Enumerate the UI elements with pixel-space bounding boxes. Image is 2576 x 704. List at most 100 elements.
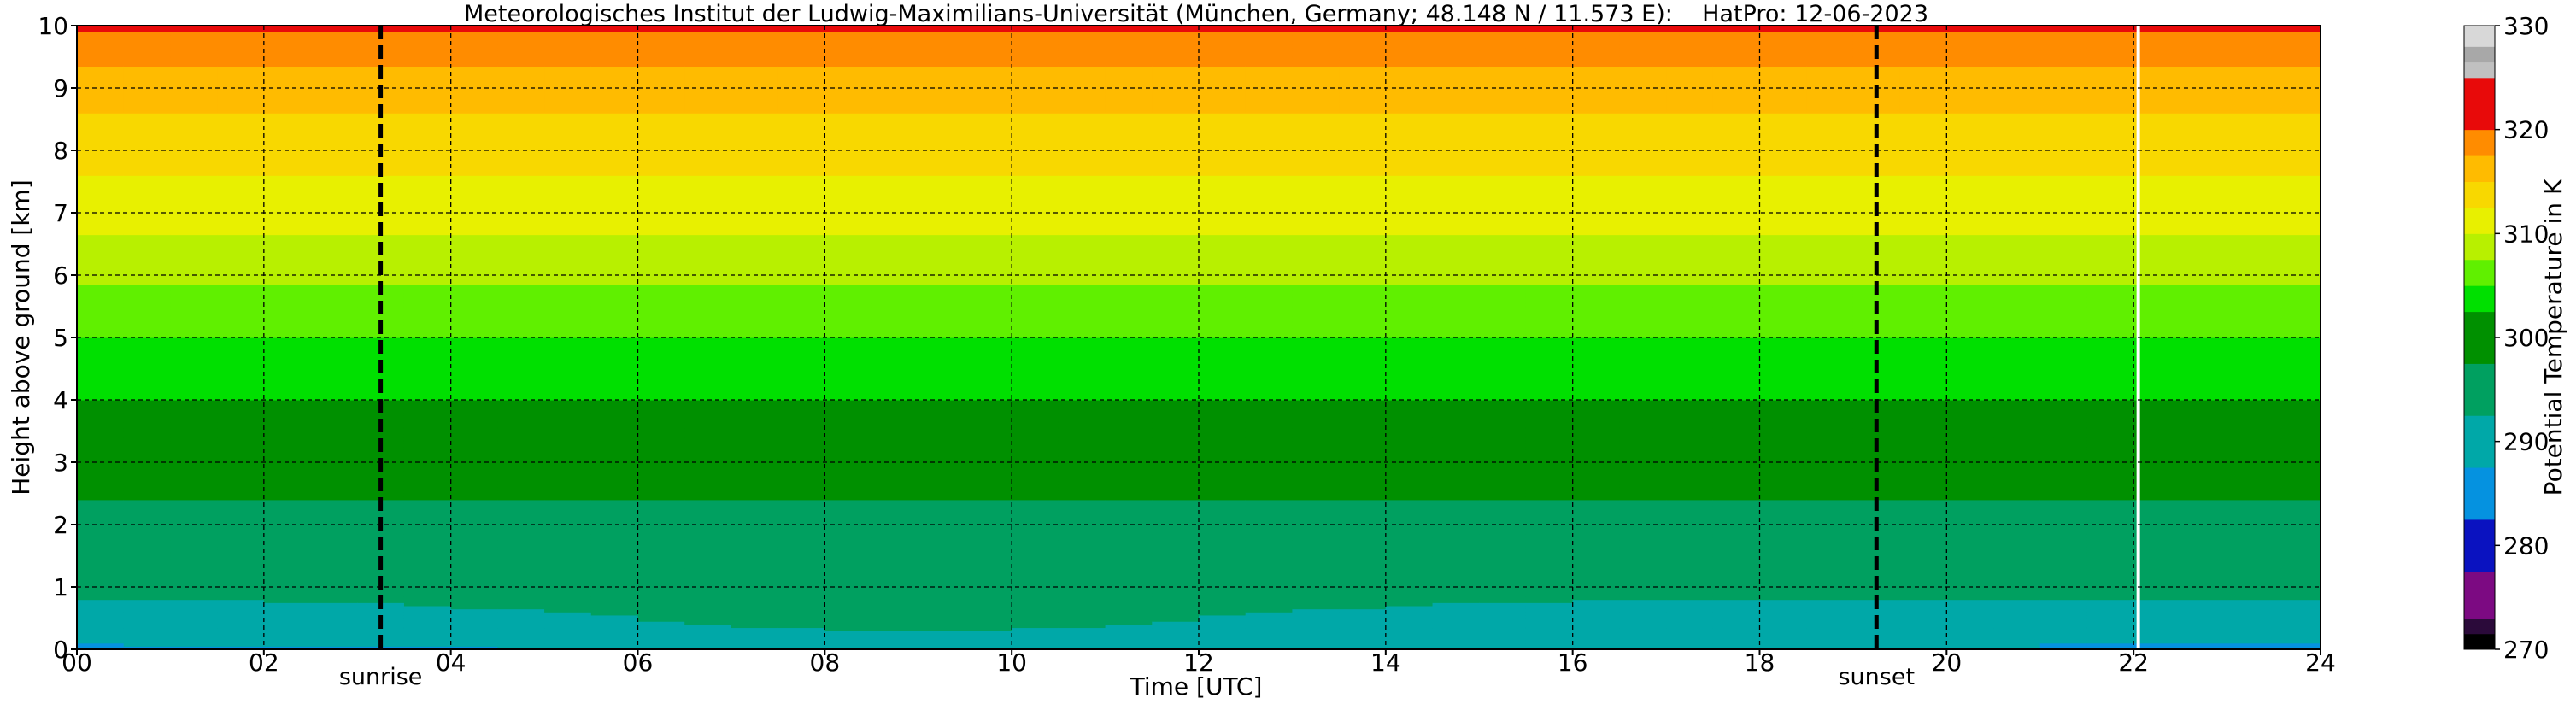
heatmap-cell (450, 412, 498, 416)
heatmap-cell (824, 568, 872, 572)
heatmap-cell (684, 421, 732, 425)
heatmap-cell (1199, 584, 1247, 588)
heatmap-cell (497, 278, 545, 282)
heatmap-cell (263, 400, 312, 404)
heatmap-cell (824, 487, 872, 491)
heatmap-cell (824, 506, 872, 510)
heatmap-cell (170, 156, 218, 161)
heatmap-cell (77, 471, 125, 476)
heatmap-cell (77, 97, 125, 102)
heatmap-cell (590, 113, 639, 117)
heatmap-cell (77, 359, 125, 363)
heatmap-cell (824, 490, 872, 495)
heatmap-cell (1058, 646, 1106, 649)
heatmap-cell (403, 493, 452, 497)
heatmap-cell (684, 496, 732, 501)
heatmap-cell (123, 512, 172, 516)
heatmap-cell (731, 593, 779, 597)
heatmap-cell (1105, 194, 1153, 198)
heatmap-cell (310, 266, 358, 270)
heatmap-cell (1199, 284, 1247, 289)
heatmap-cell (1012, 402, 1059, 407)
heatmap-cell (918, 249, 966, 255)
heatmap-cell (77, 293, 125, 298)
heatmap-cell (263, 621, 312, 625)
heatmap-cell (590, 646, 639, 649)
heatmap-cell (684, 178, 732, 183)
heatmap-cell (1058, 225, 1106, 229)
heatmap-cell (403, 368, 452, 373)
heatmap-cell (1199, 455, 1247, 460)
heatmap-cell (824, 343, 872, 348)
heatmap-cell (731, 328, 779, 332)
heatmap-cell (1012, 209, 1059, 214)
heatmap-cell (217, 595, 265, 601)
heatmap-cell (310, 225, 358, 229)
heatmap-cell (637, 446, 685, 450)
heatmap-cell (824, 253, 872, 257)
heatmap-cell (170, 168, 218, 173)
heatmap-cell (1058, 141, 1106, 145)
heatmap-cell (918, 437, 966, 442)
heatmap-cell (1105, 490, 1153, 495)
heatmap-cell (965, 646, 1012, 649)
heatmap-cell (1199, 400, 1247, 404)
heatmap-cell (123, 387, 172, 391)
heatmap-cell (310, 34, 358, 39)
heatmap-cell (1152, 418, 1200, 423)
heatmap-cell (637, 340, 685, 344)
heatmap-cell (731, 393, 779, 397)
heatmap-cell (1199, 446, 1247, 450)
heatmap-cell (403, 53, 452, 58)
heatmap-cell (1058, 79, 1106, 83)
heatmap-cell (170, 293, 218, 298)
heatmap-cell (263, 134, 312, 138)
heatmap-cell (965, 240, 1012, 245)
heatmap-cell (965, 69, 1012, 73)
heatmap-cell (965, 249, 1012, 255)
heatmap-cell (123, 275, 172, 279)
heatmap-cell (310, 221, 358, 226)
heatmap-cell (684, 614, 732, 619)
heatmap-cell (590, 468, 639, 472)
heatmap-cell (1152, 331, 1200, 335)
heatmap-cell (123, 238, 172, 242)
heatmap-cell (777, 631, 825, 635)
heatmap-cell (731, 319, 779, 323)
heatmap-cell (1152, 240, 1200, 245)
heatmap-cell (637, 221, 685, 226)
heatmap-cell (965, 106, 1012, 111)
heatmap-cell (310, 593, 358, 597)
heatmap-cell (590, 325, 639, 329)
heatmap-cell (871, 478, 919, 482)
heatmap-cell (731, 518, 779, 522)
heatmap-cell (1152, 91, 1200, 95)
heatmap-cell (965, 81, 1012, 85)
heatmap-cell (824, 85, 872, 89)
heatmap-cell (871, 359, 919, 363)
heatmap-cell (1199, 306, 1247, 310)
heatmap-cell (1058, 106, 1106, 111)
heatmap-cell (1152, 156, 1200, 161)
heatmap-cell (1152, 474, 1200, 478)
heatmap-cell (684, 565, 732, 569)
heatmap-cell (310, 462, 358, 466)
heatmap-cell (1105, 406, 1153, 410)
heatmap-cell (77, 178, 125, 183)
heatmap-cell (918, 109, 966, 114)
heatmap-cell (403, 552, 452, 557)
heatmap-cell (123, 525, 172, 529)
heatmap-cell (1199, 125, 1247, 130)
heatmap-cell (824, 484, 872, 488)
heatmap-cell (1012, 584, 1059, 588)
heatmap-cell (450, 496, 498, 501)
heatmap-cell (590, 387, 639, 391)
heatmap-cell (263, 122, 312, 126)
heatmap-cell (310, 128, 358, 132)
heatmap-cell (1058, 85, 1106, 89)
heatmap-cell (637, 372, 685, 376)
heatmap-cell (777, 512, 825, 516)
heatmap-cell (1199, 387, 1247, 391)
heatmap-cell (871, 247, 919, 251)
heatmap-cell (1012, 565, 1059, 569)
